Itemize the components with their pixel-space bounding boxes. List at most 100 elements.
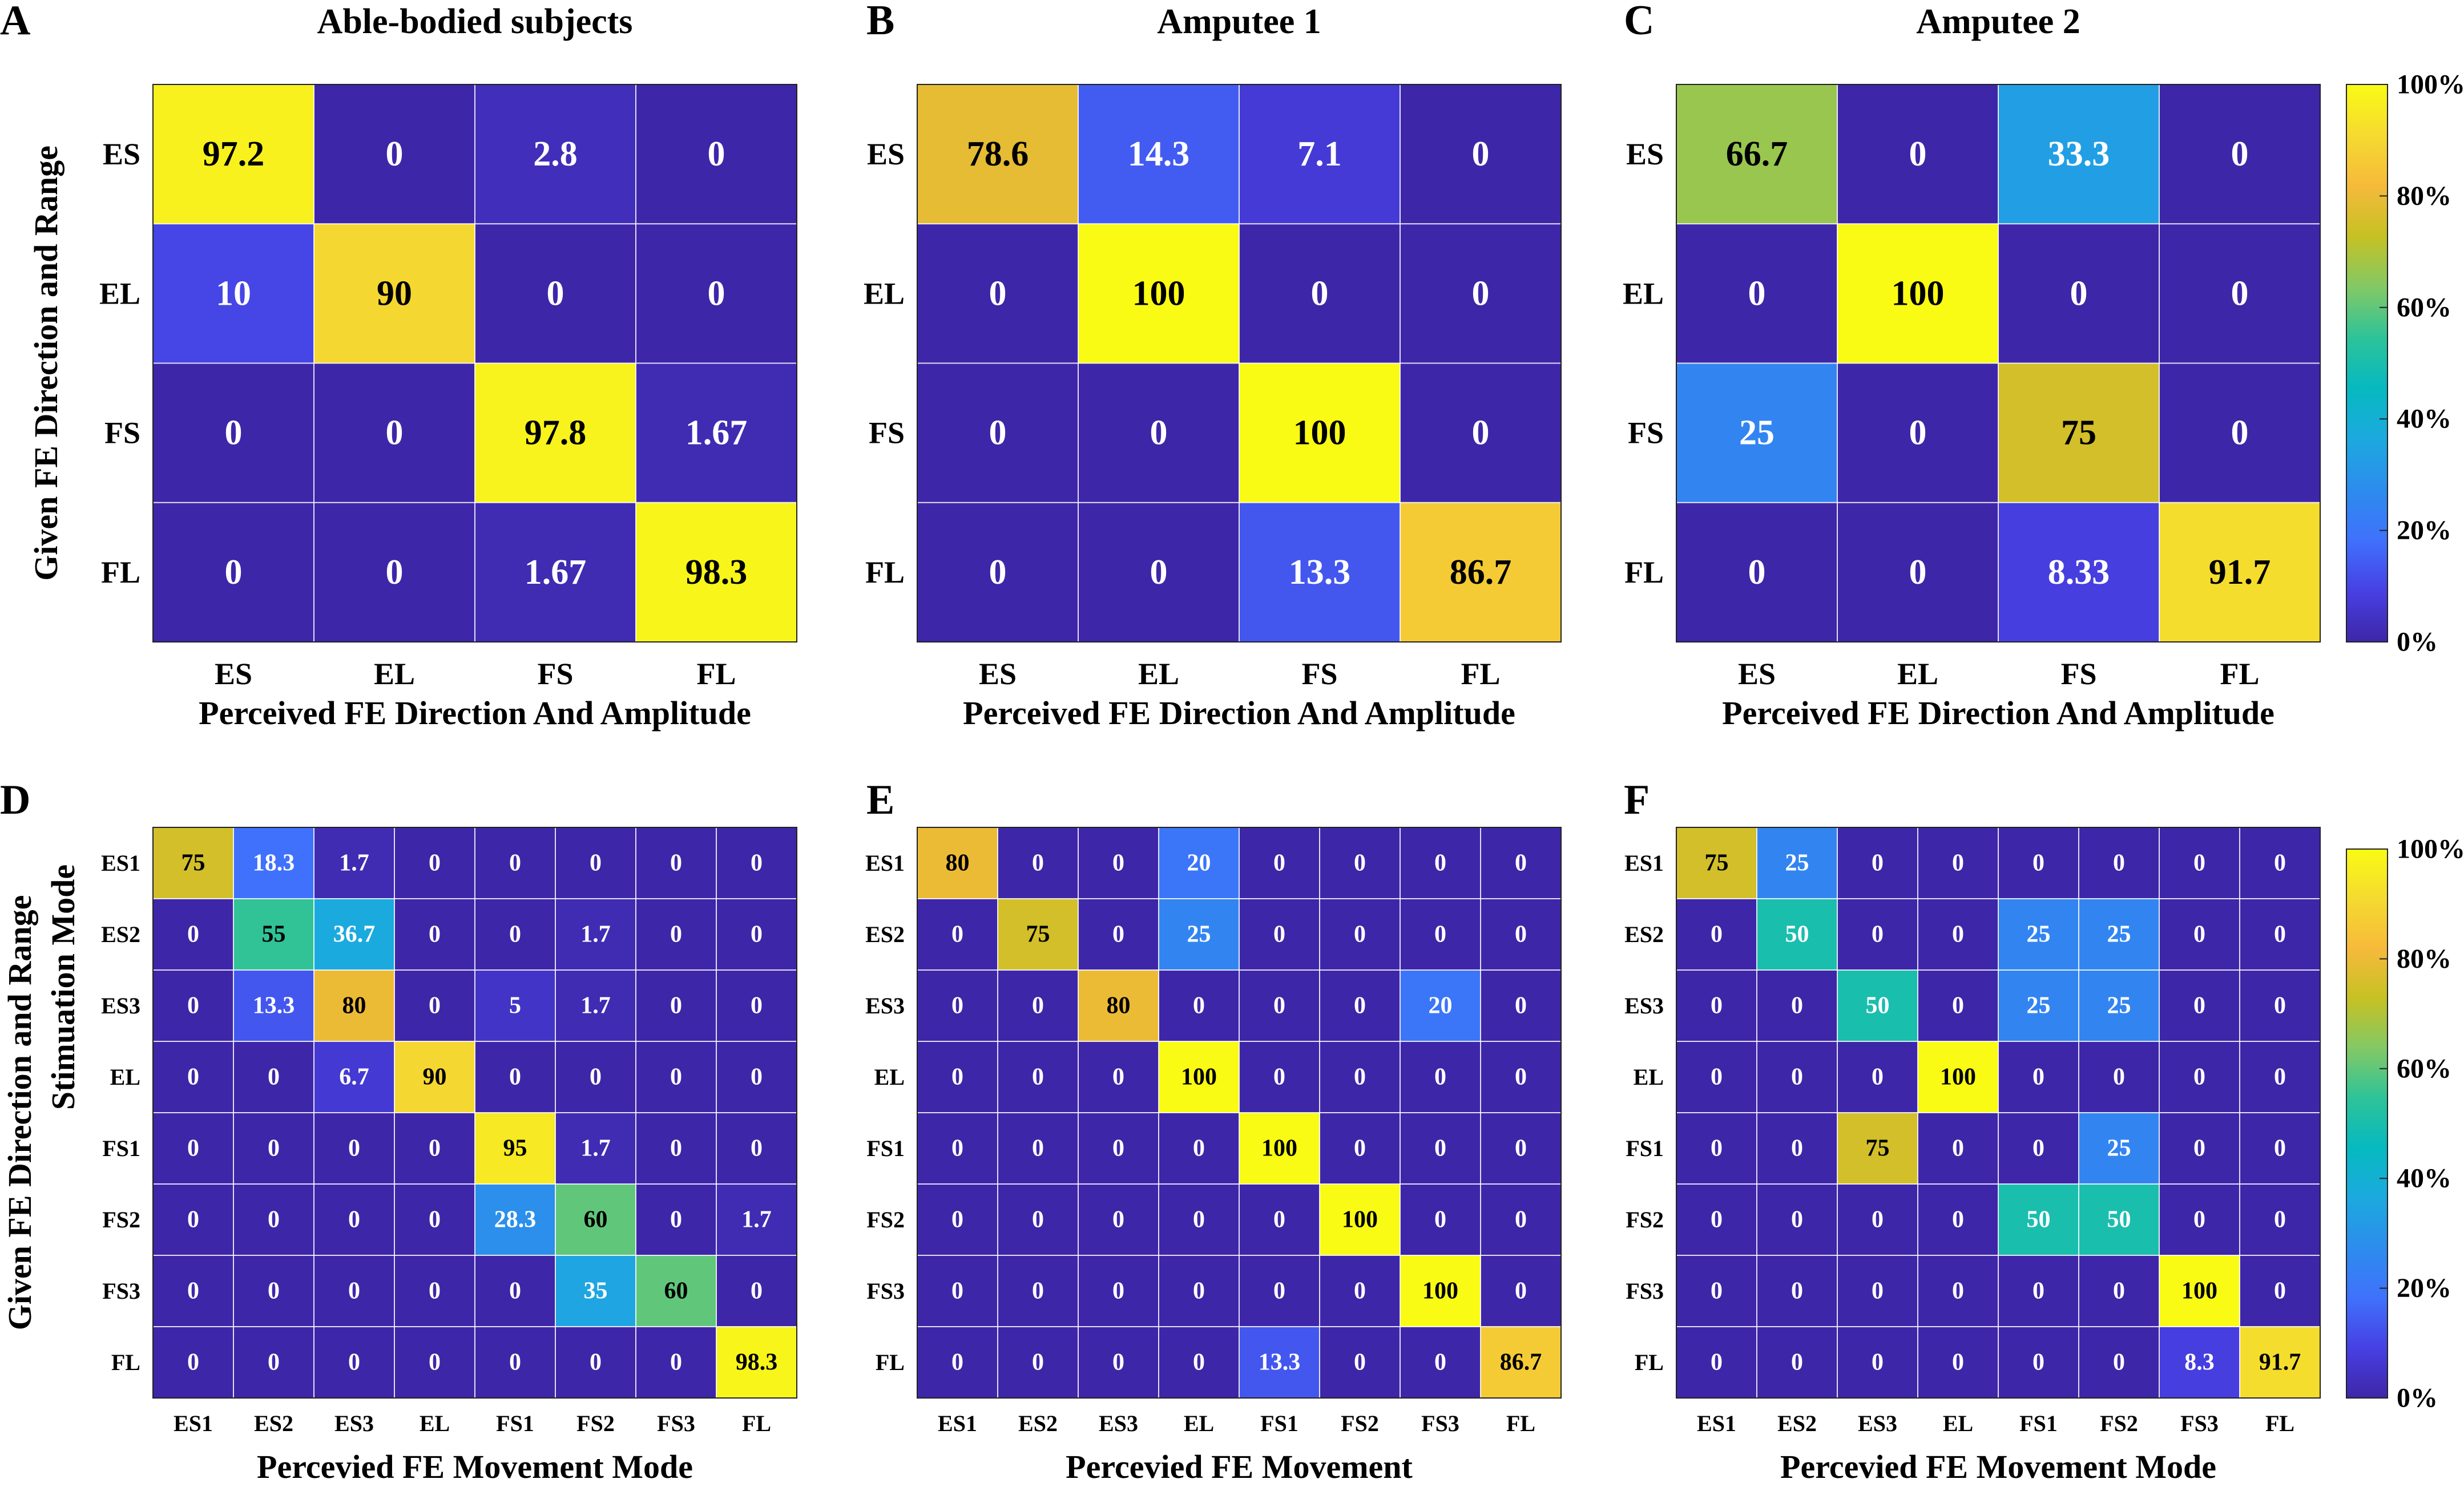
cell-value-label: 0: [670, 922, 682, 948]
cell-value-label: 0: [348, 1207, 360, 1233]
col-tick-label: EL: [420, 1411, 450, 1436]
cell-value-label: 0: [1032, 1136, 1044, 1162]
heatmap-cell: [1239, 84, 1400, 224]
row-tick-label: ES2: [865, 922, 905, 947]
heatmap-cell: [2079, 970, 2159, 1041]
heatmap-cell: [1400, 1327, 1481, 1398]
panel-letter: D: [0, 777, 30, 823]
heatmap-cell: [475, 899, 555, 970]
cell-value-label: 80: [342, 993, 366, 1019]
heatmap-cell: [394, 1113, 475, 1184]
heatmap-cell: [1676, 1327, 1757, 1398]
heatmap-cell: [716, 1113, 797, 1184]
panel-title: Amputee 1: [1157, 2, 1321, 41]
panel-e: E 80 0 0 20 0 0 0 0 0 75 0 25 0 0 0 0 0 0 80 0 0 0 20 0 0 0 0 100 0 0 0…: [865, 777, 1562, 1485]
col-tick-label: EL: [1138, 657, 1179, 691]
col-tick-label: FL: [742, 1411, 771, 1436]
heatmap-cell: [1998, 1113, 2079, 1184]
cell-value-label: 0: [2274, 1136, 2286, 1162]
cell-value-label: 60: [584, 1207, 608, 1233]
heatmap-cell: [1676, 224, 1837, 363]
cell-value-label: 66.7: [1726, 135, 1788, 173]
heatmap-cell: [1320, 899, 1400, 970]
heatmap-cell: [1837, 827, 1918, 899]
heatmap-cell: [394, 1184, 475, 1255]
heatmap-cell: [314, 1113, 394, 1184]
cell-value-label: 0: [429, 1349, 441, 1376]
cell-value-label: 0: [670, 1207, 682, 1233]
cell-value-label: 0: [751, 1064, 763, 1090]
row-tick-label: EL: [99, 276, 140, 310]
heatmap-cell: [1998, 827, 2079, 899]
heatmap-cell: [1837, 363, 1998, 503]
row-tick-label: ES3: [101, 993, 140, 1019]
col-tick-label: FL: [1506, 1411, 1535, 1436]
heatmap-cell: [394, 827, 475, 899]
heatmap-cell: [1400, 970, 1481, 1041]
heatmap-cell: [917, 224, 1078, 363]
cell-value-label: 0: [1748, 553, 1766, 592]
plot-frame: [917, 827, 1562, 1399]
cell-value-label: 0: [751, 993, 763, 1019]
col-tick-label: ES1: [174, 1411, 213, 1436]
cell-value-label: 36.7: [333, 922, 376, 948]
cell-value-label: 75: [2061, 414, 2096, 452]
cell-value-label: 7.1: [1297, 135, 1342, 173]
cell-value-label: 0: [225, 414, 243, 452]
heatmap-cell: [2159, 1184, 2240, 1255]
cell-value-label: 0: [2231, 274, 2249, 313]
cell-value-label: 0: [509, 1349, 521, 1376]
cell-value-label: 0: [1791, 1064, 1803, 1090]
cell-value-label: 0: [590, 1349, 602, 1376]
heatmap-cell: [917, 84, 1078, 224]
cell-value-label: 0: [1791, 993, 1803, 1019]
cell-value-label: 0: [1791, 1349, 1803, 1376]
heatmap-cell: [1159, 1113, 1239, 1184]
col-tick-label: FL: [1461, 657, 1500, 691]
heatmap-cell: [1400, 224, 1561, 363]
cell-value-label: 0: [670, 850, 682, 876]
cell-value-label: 25: [1785, 850, 1809, 876]
heatmap-cell: [1400, 84, 1561, 224]
heatmap-cell: [1400, 363, 1561, 503]
cell-value-label: 0: [429, 1136, 441, 1162]
heatmap-cell: [2159, 1327, 2240, 1398]
cell-value-label: 0: [509, 850, 521, 876]
heatmap-cell: [314, 899, 394, 970]
row-tick-label: FS1: [102, 1136, 140, 1161]
colorbar-tick-label: 100%: [2397, 70, 2464, 100]
heatmap-cell: [475, 1184, 555, 1255]
cell-value-label: 75: [1866, 1136, 1890, 1162]
cell-value-label: 0: [1354, 993, 1366, 1019]
heatmap-cell: [1676, 84, 1837, 224]
cell-value-label: 0: [1909, 135, 1927, 173]
heatmap-cell: [1400, 502, 1561, 642]
row-tick-label: ES2: [101, 922, 140, 947]
row-tick-label: ES: [103, 137, 140, 171]
colorbar-tick-label: 0%: [2397, 627, 2438, 657]
row-tick-label: ES1: [101, 850, 140, 876]
heatmap-cell: [716, 899, 797, 970]
heatmap-cell: [153, 1184, 233, 1255]
cell-value-label: 0: [1273, 922, 1285, 948]
heatmap-cell: [998, 1041, 1078, 1113]
heatmap-cell: [555, 1113, 636, 1184]
heatmap-cell: [636, 363, 797, 503]
cell-value-label: 0: [1193, 1207, 1205, 1233]
col-tick-label: FS1: [496, 1411, 534, 1436]
heatmap-cell: [233, 899, 314, 970]
cell-value-label: 0: [1032, 993, 1044, 1019]
cell-value-label: 0: [1872, 850, 1884, 876]
heatmap-cell: [1918, 1041, 1998, 1113]
colorbar-gradient: [2346, 848, 2388, 1399]
cell-value-label: 0: [670, 1349, 682, 1376]
heatmap-cell: [2240, 1184, 2320, 1255]
cell-value-label: 0: [268, 1278, 280, 1304]
cell-value-label: 0: [951, 1207, 963, 1233]
cell-value-label: 97.2: [203, 135, 265, 173]
heatmap-cell: [1320, 827, 1400, 899]
heatmap-cell: [636, 1041, 716, 1113]
cell-value-label: 0: [1791, 1207, 1803, 1233]
col-tick-label: FL: [2265, 1411, 2294, 1436]
